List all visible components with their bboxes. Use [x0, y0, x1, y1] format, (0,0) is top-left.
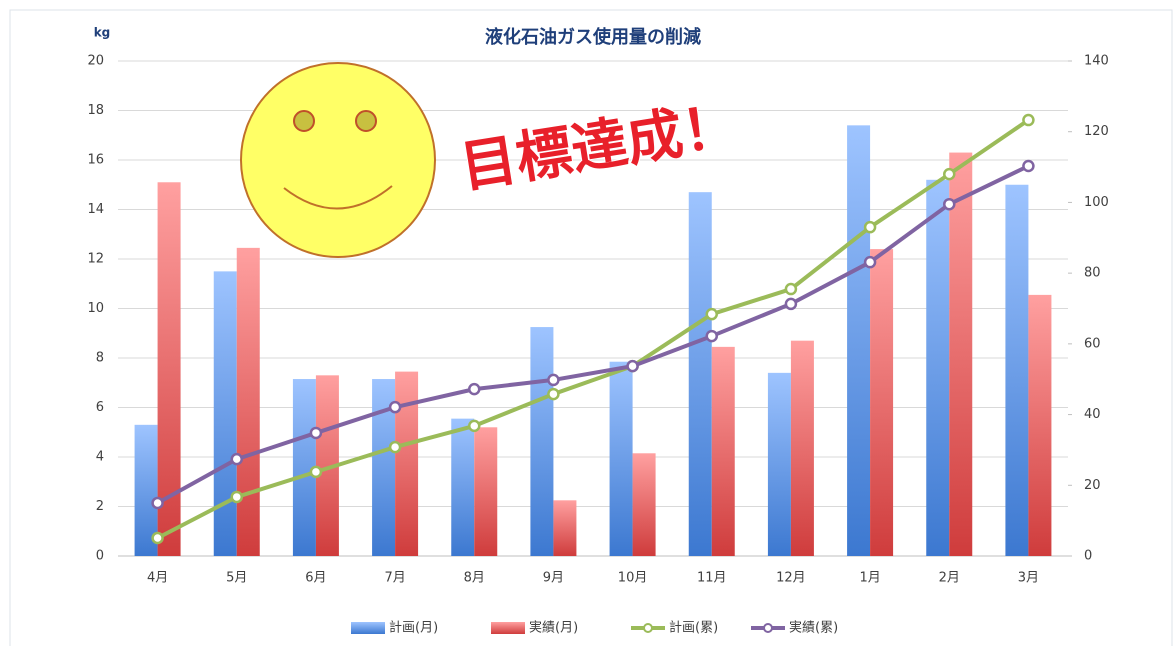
bar: [474, 427, 498, 556]
bar: [870, 249, 894, 556]
y-tick-label: 14: [87, 202, 104, 217]
x-tick-label: 5月: [226, 571, 247, 586]
line-marker: [388, 440, 402, 454]
line-marker: [547, 387, 560, 401]
line-marker: [388, 400, 402, 414]
line: [156, 164, 1030, 505]
y2-tick-label: 80: [1084, 266, 1101, 281]
x-tick-label: 11月: [697, 571, 727, 586]
line-marker: [943, 167, 956, 181]
line-marker: [863, 255, 877, 269]
legend-label: 計画(月): [389, 620, 438, 636]
y2-tick-label: 60: [1084, 336, 1101, 351]
x-tick-label: 10月: [618, 571, 648, 586]
line-marker: [1022, 113, 1035, 127]
bar: [711, 346, 735, 556]
bar: [767, 372, 791, 556]
line-marker: [784, 297, 798, 311]
bar: [372, 379, 396, 556]
line-marker: [309, 426, 323, 440]
bar: [790, 340, 814, 556]
y-tick-label: 20: [87, 54, 104, 69]
x-tick-label: 8月: [464, 571, 485, 586]
y-tick-label: 18: [87, 103, 104, 118]
x-tick-label: 7月: [384, 571, 405, 586]
y-tick-label: 10: [87, 301, 104, 316]
line-marker: [151, 496, 164, 510]
y-tick-label: 12: [87, 252, 104, 267]
y-tick-label: 6: [96, 400, 104, 415]
line-marker: [1022, 159, 1035, 173]
legend-marker: [763, 623, 773, 633]
bar: [395, 371, 419, 556]
x-tick-label: 1月: [859, 571, 880, 586]
annotation: 目標達成！: [456, 93, 743, 201]
line-marker: [705, 307, 718, 321]
chart-frame: [9, 9, 1173, 646]
bar: [134, 424, 158, 556]
line-marker: [309, 465, 323, 479]
bar: [609, 361, 633, 556]
line-marker: [468, 419, 481, 433]
bar: [451, 418, 475, 556]
line-marker: [151, 531, 164, 545]
line-marker: [943, 197, 956, 211]
x-tick-label: 2月: [939, 571, 960, 586]
legend-key: [491, 622, 525, 634]
bar: [632, 453, 656, 556]
bar: [236, 247, 260, 557]
bar: [530, 327, 554, 556]
x-tick-label: 12月: [776, 571, 806, 586]
bar: [157, 182, 181, 556]
bar: [315, 375, 339, 556]
legend-marker: [643, 623, 653, 633]
x-tick-label: 4月: [147, 571, 168, 586]
line-marker: [230, 452, 243, 466]
y2-tick-label: 100: [1084, 195, 1109, 210]
y-tick-label: 8: [96, 351, 104, 366]
line-marker: [468, 382, 481, 396]
bar: [949, 152, 973, 556]
bar: [847, 125, 871, 556]
x-tick-label: 9月: [543, 571, 564, 586]
bar: [1028, 294, 1052, 556]
legend-label: 実績(累): [789, 620, 838, 636]
legend-label: 計画(累): [669, 620, 718, 636]
y-tick-label: 4: [96, 450, 104, 465]
bar: [553, 500, 577, 556]
y-axis-label: kg: [94, 26, 111, 40]
x-tick-label: 6月: [305, 571, 326, 586]
chart-title: 液化石油ガス使用量の削減: [485, 26, 701, 48]
bar: [213, 271, 237, 556]
y2-tick-label: 120: [1084, 124, 1109, 139]
line-marker: [230, 490, 243, 504]
bar: [292, 379, 316, 556]
y2-tick-label: 140: [1084, 54, 1109, 69]
legend-key: [351, 622, 385, 634]
line: [156, 118, 1030, 540]
y-tick-label: 0: [96, 549, 104, 564]
y2-tick-label: 40: [1084, 407, 1101, 422]
plot-area: 0 2 4 6 8 10 12 14 16 18 20 0 20 40 60 80 100 120 140 4月 5月 6…: [87, 54, 1108, 586]
y2-tick-label: 0: [1084, 549, 1092, 564]
y-tick-label: 2: [96, 499, 104, 514]
line-marker: [705, 329, 718, 343]
bar: [688, 192, 712, 557]
legend-label: 実績(月): [529, 620, 578, 636]
line-marker: [626, 359, 639, 373]
line-marker: [547, 373, 560, 387]
y-tick-label: 16: [87, 153, 104, 168]
line-marker: [784, 282, 798, 296]
y2-tick-label: 20: [1084, 478, 1101, 493]
bar: [926, 179, 950, 557]
x-tick-label: 3月: [1018, 571, 1039, 586]
line-marker: [863, 220, 877, 234]
smiley: [240, 62, 436, 258]
bar: [1005, 184, 1029, 556]
